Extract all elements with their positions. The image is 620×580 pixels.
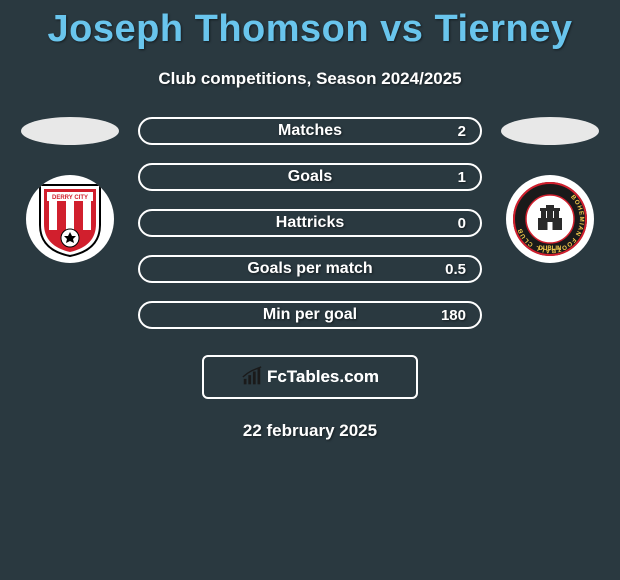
- brand-box[interactable]: FcTables.com: [202, 355, 418, 399]
- chart-icon: [241, 366, 263, 388]
- svg-text:DERRY CITY: DERRY CITY: [52, 195, 88, 201]
- page-title: Joseph Thomson vs Tierney: [0, 0, 620, 51]
- club-badge-derry-city: DERRY CITY: [26, 175, 114, 263]
- player-right-avatar: [501, 117, 599, 145]
- player-left-avatar: [21, 117, 119, 145]
- player-right-column: BOHEMIAN FOOTBALL CLUB DUBLIN: [490, 117, 610, 263]
- stat-right-value: 1: [458, 169, 466, 186]
- brand-text: FcTables.com: [267, 367, 379, 387]
- comparison-grid: DERRY CITY Matches 2 Goals 1 Hattricks 0…: [0, 117, 620, 329]
- stat-right-value: 180: [441, 307, 466, 324]
- stat-label: Goals: [288, 168, 332, 186]
- stat-row-goals: Goals 1: [138, 163, 482, 191]
- subtitle: Club competitions, Season 2024/2025: [0, 69, 620, 89]
- player-left-column: DERRY CITY: [10, 117, 130, 263]
- stat-row-hattricks: Hattricks 0: [138, 209, 482, 237]
- derry-city-crest-icon: DERRY CITY: [35, 180, 105, 258]
- svg-text:DUBLIN: DUBLIN: [539, 246, 562, 252]
- stat-row-min-per-goal: Min per goal 180: [138, 301, 482, 329]
- stat-label: Hattricks: [276, 214, 344, 232]
- stat-row-goals-per-match: Goals per match 0.5: [138, 255, 482, 283]
- stat-row-matches: Matches 2: [138, 117, 482, 145]
- stat-label: Min per goal: [263, 306, 357, 324]
- date-text: 22 february 2025: [0, 421, 620, 441]
- stat-right-value: 2: [458, 123, 466, 140]
- stat-label: Matches: [278, 122, 342, 140]
- club-badge-bohemian: BOHEMIAN FOOTBALL CLUB DUBLIN: [506, 175, 594, 263]
- bohemian-crest-icon: BOHEMIAN FOOTBALL CLUB DUBLIN: [511, 180, 589, 258]
- stat-label: Goals per match: [247, 260, 372, 278]
- stat-right-value: 0: [458, 215, 466, 232]
- stats-list: Matches 2 Goals 1 Hattricks 0 Goals per …: [130, 117, 490, 329]
- stat-right-value: 0.5: [445, 261, 466, 278]
